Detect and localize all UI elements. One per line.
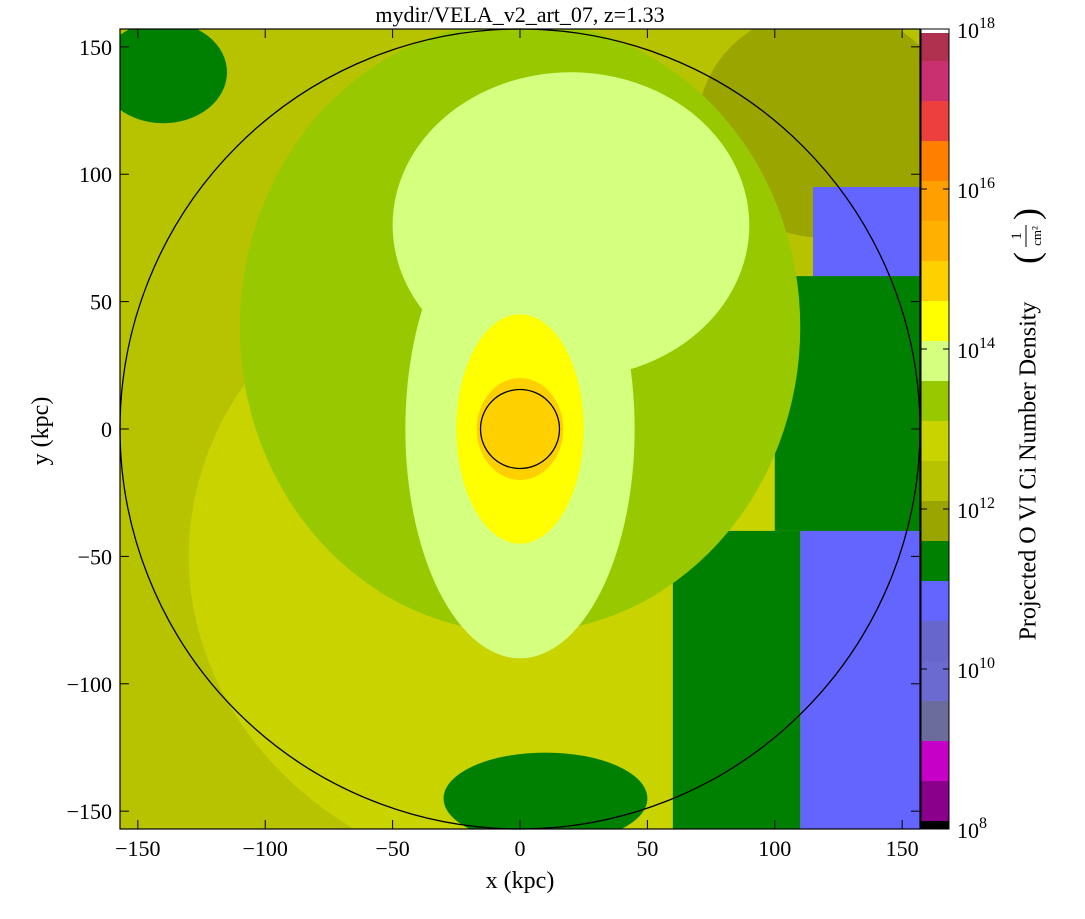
y-axis-label: y (kpc) xyxy=(28,397,54,466)
colorbar-segment xyxy=(921,741,949,781)
colorbar-frame xyxy=(920,28,950,830)
colorbar-segment xyxy=(921,781,949,821)
colorbar-segment xyxy=(921,461,949,501)
colorbar-tick-label: 1016 xyxy=(957,175,995,203)
colorbar-segment xyxy=(921,181,949,221)
colorbar-segment xyxy=(921,141,949,181)
x-tick-label: −50 xyxy=(375,836,409,861)
y-axis: −150 −100 −50 0 50 100 150 xyxy=(67,35,920,824)
inner-radius-circle xyxy=(479,388,561,470)
colorbar-unit: ( 1 cm² ) xyxy=(1006,208,1046,264)
unit-close-paren: ) xyxy=(1006,208,1046,220)
chart-title: mydir/VELA_v2_art_07, z=1.33 xyxy=(375,2,664,27)
colorbar-segment xyxy=(921,101,949,141)
unit-denominator: cm² xyxy=(1029,226,1044,246)
colorbar-segment xyxy=(921,341,949,381)
colorbar-segment xyxy=(921,581,949,621)
y-tick-label: −50 xyxy=(78,544,112,569)
colorbar-segment xyxy=(921,221,949,261)
colorbar-segment xyxy=(921,541,949,581)
x-tick-label: 100 xyxy=(758,836,791,861)
colorbar xyxy=(920,28,950,830)
y-tick-label: 100 xyxy=(79,162,112,187)
x-tick-label: 150 xyxy=(886,836,919,861)
colorbar-tick-label: 1014 xyxy=(957,335,995,363)
colorbar-segment xyxy=(921,661,949,701)
colorbar-tick-label: 1018 xyxy=(957,15,995,43)
colorbar-label: Projected O VI Ci Number Density ( 1 cm²… xyxy=(1006,208,1046,640)
unit-open-paren: ( xyxy=(1006,252,1046,264)
y-tick-label: −100 xyxy=(67,672,112,697)
density-region-8 xyxy=(443,752,648,829)
density-region-5 xyxy=(672,530,801,829)
x-tick-label: −150 xyxy=(115,836,160,861)
colorbar-segment xyxy=(921,381,949,421)
density-region-2 xyxy=(120,29,227,124)
x-tick-label: −100 xyxy=(243,836,288,861)
x-tick-label: 0 xyxy=(515,836,526,861)
colorbar-segment xyxy=(921,701,949,741)
x-axis-label: x (kpc) xyxy=(486,868,555,894)
colorbar-segment xyxy=(921,261,949,301)
colorbar-tick-label: 1012 xyxy=(957,495,995,523)
colorbar-axis: 108 1010 1012 1014 1016 1018 xyxy=(921,15,995,843)
y-tick-label: 150 xyxy=(79,35,112,60)
colorbar-label-text: Projected O VI Ci Number Density xyxy=(1016,302,1042,641)
colorbar-segment xyxy=(921,29,949,33)
colorbar-segment xyxy=(921,621,949,661)
colorbar-segment xyxy=(921,61,949,101)
colorbar-tick-label: 1010 xyxy=(957,655,995,683)
x-tick-label: 50 xyxy=(636,836,658,861)
unit-numerator: 1 xyxy=(1009,232,1025,240)
x-axis: −150 −100 −50 0 50 100 150 xyxy=(115,29,919,861)
y-tick-label: 50 xyxy=(90,290,112,315)
density-region-13 xyxy=(476,378,564,480)
colorbar-segment xyxy=(921,301,949,341)
y-tick-label: 0 xyxy=(101,417,112,442)
plot-area xyxy=(120,29,920,829)
colorbar-segment xyxy=(921,501,949,541)
colorbar-segment xyxy=(921,421,949,461)
colorbar-segment xyxy=(921,33,949,61)
colorbar-segment xyxy=(921,821,949,829)
y-tick-label: −150 xyxy=(67,799,112,824)
colorbar-tick-label: 108 xyxy=(957,815,987,843)
